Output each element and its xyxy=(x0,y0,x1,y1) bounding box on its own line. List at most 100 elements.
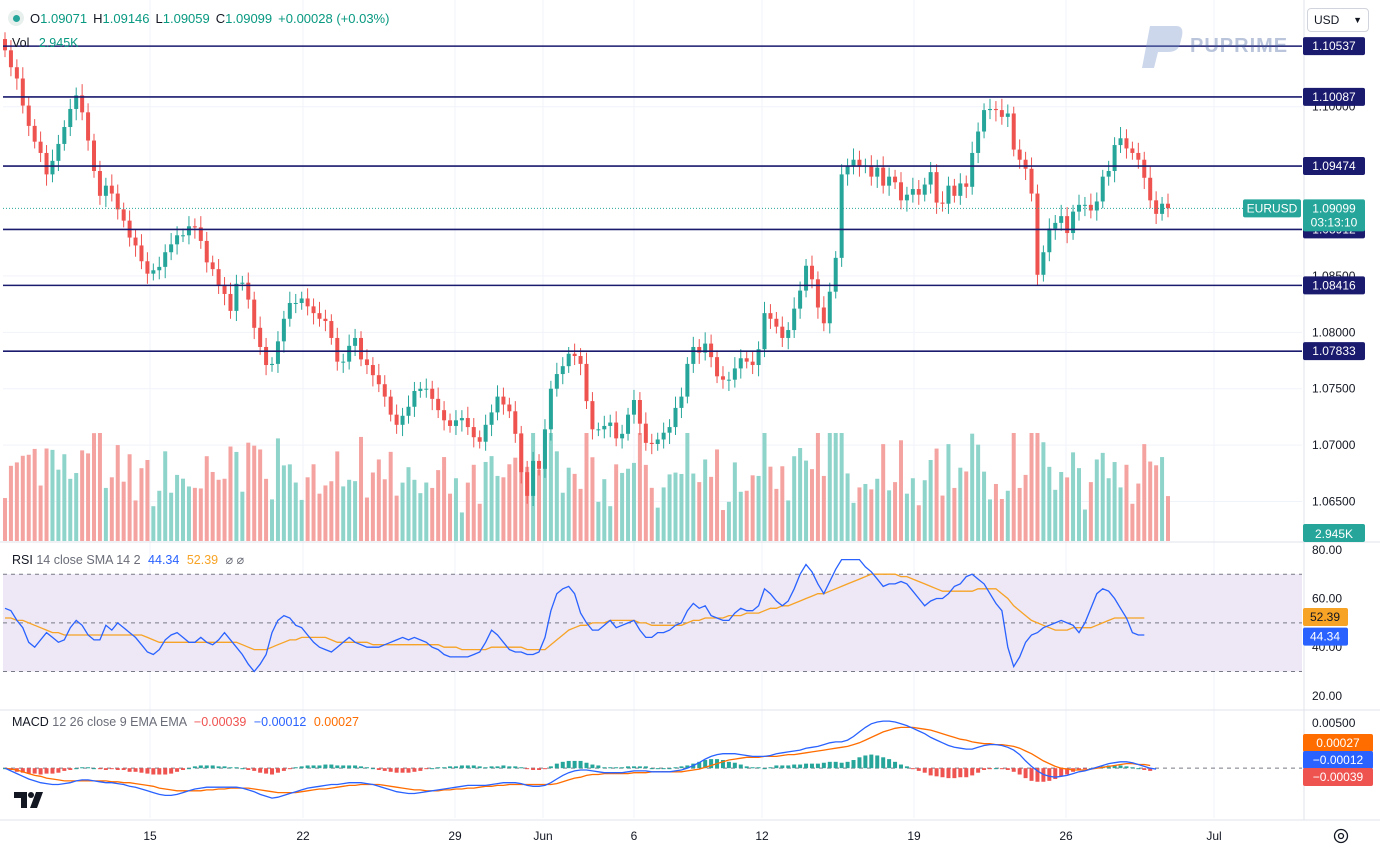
volume-bar xyxy=(709,476,714,541)
macd-histogram-bar xyxy=(887,759,892,769)
currency-select[interactable]: USD ▼ xyxy=(1307,8,1369,32)
macd-histogram-bar xyxy=(631,766,636,769)
volume-bar xyxy=(821,475,826,541)
macd-histogram-bar xyxy=(525,768,530,770)
candle-body xyxy=(477,437,482,442)
macd-histogram-bar xyxy=(275,768,280,773)
volume-bar xyxy=(703,459,708,541)
volume-bar xyxy=(38,485,43,541)
candle-body xyxy=(590,401,595,430)
macd-histogram-bar xyxy=(418,768,423,771)
macd-histogram-bar xyxy=(590,764,595,769)
candle-body xyxy=(501,396,506,405)
macd-histogram-bar xyxy=(317,765,322,769)
change-value: +0.00028 (+0.03%) xyxy=(278,10,390,26)
x-axis-tick-label: 26 xyxy=(1059,829,1073,843)
candle-body xyxy=(1011,113,1016,150)
candle-body xyxy=(56,143,61,161)
candle-body xyxy=(145,261,150,274)
volume-bar xyxy=(311,464,316,541)
volume-tag-label: 2.945K xyxy=(1315,527,1353,541)
volume-bar xyxy=(881,444,886,541)
volume-bar xyxy=(637,433,642,541)
current-price-tag xyxy=(1303,199,1365,232)
macd-histogram-bar xyxy=(542,768,547,770)
macd-histogram-bar xyxy=(786,765,791,769)
candle-body xyxy=(685,363,690,397)
macd-histogram-bar xyxy=(774,765,779,769)
macd-histogram-bar xyxy=(1005,768,1010,770)
candle-body xyxy=(14,67,19,79)
candle-body xyxy=(578,356,583,364)
macd-histogram-bar xyxy=(507,766,512,769)
candle-body xyxy=(442,410,447,421)
macd-histogram-bar xyxy=(560,761,565,769)
volume-bar xyxy=(726,501,731,541)
macd-histogram-bar xyxy=(26,768,31,774)
volume-bar xyxy=(329,481,334,541)
candle-body xyxy=(679,396,684,408)
volume-bar xyxy=(264,478,269,541)
candle-body xyxy=(406,406,411,416)
candle-body xyxy=(175,235,180,245)
rsi-line xyxy=(4,558,1145,673)
candle-body xyxy=(270,363,275,366)
volume-bar xyxy=(513,457,518,541)
volume-bar xyxy=(240,491,245,541)
macd-histogram-bar xyxy=(228,767,233,769)
macd-histogram-bar xyxy=(554,763,559,769)
macd-histogram-bar xyxy=(667,768,672,770)
volume-bar xyxy=(109,477,114,541)
macd-histogram-bar xyxy=(234,767,239,769)
volume-bar xyxy=(20,455,25,541)
candle-body xyxy=(786,330,791,338)
candle-body xyxy=(626,414,631,434)
candle-body xyxy=(341,361,346,363)
candle-body xyxy=(964,183,969,187)
candle-body xyxy=(774,318,779,327)
macd-histogram-bar xyxy=(20,768,25,773)
macd-histogram-bar xyxy=(709,759,714,769)
candle-body xyxy=(359,337,364,360)
macd-histogram-bar xyxy=(679,766,684,769)
candle-body xyxy=(299,298,304,303)
level-price-tag xyxy=(1303,87,1365,106)
open-value: 1.09071 xyxy=(40,10,88,26)
candle-body xyxy=(20,78,25,106)
candle-body xyxy=(1047,228,1052,253)
candle-body xyxy=(459,418,464,421)
macd-histogram-bar xyxy=(809,763,814,769)
macd-histogram-bar xyxy=(940,768,945,778)
candle-body xyxy=(898,182,903,201)
volume-bar xyxy=(667,474,672,541)
volume-bar xyxy=(74,473,79,541)
candle-body xyxy=(92,140,97,172)
candle-body xyxy=(934,172,939,203)
x-axis-tick-label: 22 xyxy=(296,829,310,843)
chevron-down-icon: ▼ xyxy=(1353,15,1362,25)
candle-body xyxy=(661,432,666,440)
volume-bar xyxy=(145,459,150,541)
volume-bar xyxy=(1112,462,1117,541)
volume-bar xyxy=(833,433,838,541)
volume-bar xyxy=(317,493,322,541)
volume-bar xyxy=(798,447,803,541)
candle-body xyxy=(44,152,49,175)
visibility-dot-icon[interactable] xyxy=(8,10,24,26)
volume-bar xyxy=(928,459,933,541)
macd-histogram-bar xyxy=(649,768,654,770)
settings-gear-icon[interactable] xyxy=(1332,827,1350,845)
tradingview-logo-icon[interactable] xyxy=(14,790,46,810)
rsi-sma-tag-label: 52.39 xyxy=(1310,610,1340,624)
macd-histogram-bar xyxy=(501,765,506,769)
low-label: L xyxy=(155,10,163,26)
volume-bar xyxy=(1035,433,1040,541)
volume-bar xyxy=(1118,487,1123,541)
candle-body xyxy=(204,240,209,263)
candle-body xyxy=(281,318,286,342)
macd-signal-line xyxy=(4,726,1151,794)
volume-bar xyxy=(987,499,992,541)
volume-bar xyxy=(139,468,144,541)
candle-body xyxy=(80,95,85,113)
